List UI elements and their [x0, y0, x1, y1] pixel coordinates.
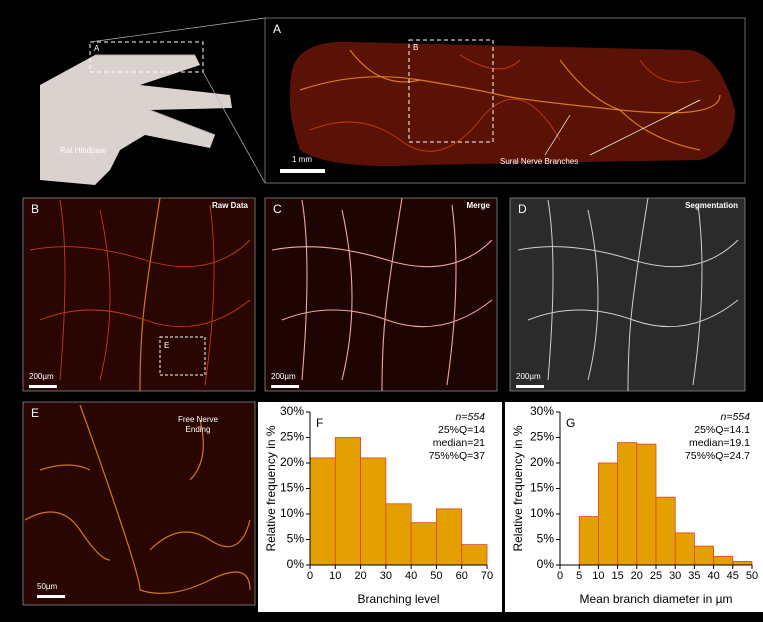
annotation: 75%%Q=37 — [429, 450, 485, 462]
bar — [335, 438, 360, 566]
panel-label: G — [566, 416, 575, 430]
annotation: 25%Q=14.1 — [694, 424, 750, 436]
y-tick-label: 25% — [280, 430, 304, 444]
panel-title: Raw Data — [212, 201, 249, 210]
figure: A Rat Hindpaw B A 1 mm Sural Nerve Branc… — [0, 0, 763, 622]
bar — [361, 458, 386, 565]
x-tick-label: 35 — [688, 570, 700, 582]
bar — [675, 533, 694, 565]
x-tick-label: 30 — [669, 570, 681, 582]
y-tick-label: 30% — [280, 404, 304, 418]
x-axis-label: Mean branch diameter in µm — [580, 592, 733, 606]
panel-label: F — [316, 416, 323, 430]
y-tick-label: 10% — [530, 506, 554, 520]
panel-title: Segmentation — [685, 201, 738, 210]
x-tick-label: 10 — [329, 570, 341, 582]
annotation: median=19.1 — [689, 437, 750, 449]
panel-label: E — [31, 406, 39, 420]
x-tick-label: 50 — [430, 570, 442, 582]
x-tick-label: 15 — [611, 570, 623, 582]
x-tick-label: 45 — [727, 570, 739, 582]
x-tick-label: 10 — [592, 570, 604, 582]
caption: Rat Hindpaw — [60, 146, 106, 155]
y-axis-label: Relative frequency in % — [264, 425, 278, 551]
x-axis-label: Branching level — [357, 592, 439, 606]
x-tick-label: 40 — [707, 570, 719, 582]
bar — [618, 443, 637, 565]
bar — [656, 497, 675, 565]
scale-bar-label: 1 mm — [292, 155, 312, 164]
y-axis-label: Relative frequency in % — [511, 425, 525, 551]
panel-title: Free Nerve — [178, 415, 219, 424]
x-tick-label: 60 — [456, 570, 468, 582]
y-tick-label: 20% — [530, 455, 554, 469]
panel-d: D Segmentation 200µm — [510, 198, 745, 391]
bar — [694, 546, 713, 565]
bar — [411, 523, 436, 565]
panel-label: A — [273, 22, 281, 36]
annotation: n=554 — [456, 411, 486, 423]
panel-a: B A 1 mm Sural Nerve Branches — [265, 18, 745, 183]
y-tick-label: 5% — [287, 532, 305, 546]
scale-bar-label: 200µm — [271, 372, 296, 381]
x-tick-label: 20 — [354, 570, 366, 582]
inset-label: E — [164, 341, 169, 350]
panel-e: E Free Nerve Ending 50µm — [23, 402, 255, 605]
panel-label: D — [518, 202, 527, 216]
inset-label: B — [413, 43, 418, 52]
annotation: 75%%Q=24.7 — [685, 450, 750, 462]
y-tick-label: 20% — [280, 455, 304, 469]
x-tick-label: 0 — [557, 570, 563, 582]
y-tick-label: 15% — [280, 481, 304, 495]
scale-bar-label: 200µm — [516, 372, 541, 381]
panel-title: Merge — [466, 201, 490, 210]
x-tick-label: 50 — [746, 570, 758, 582]
y-tick-label: 5% — [537, 532, 555, 546]
scale-bar-label: 50µm — [37, 582, 58, 591]
annotation: median=21 — [433, 437, 485, 449]
bar — [386, 504, 411, 565]
y-tick-label: 25% — [530, 430, 554, 444]
panel-label: C — [273, 202, 282, 216]
x-tick-label: 5 — [576, 570, 582, 582]
x-tick-label: 25 — [650, 570, 662, 582]
bar — [579, 517, 598, 565]
bar — [598, 463, 617, 565]
panel-b: E B Raw Data 200µm — [23, 198, 255, 391]
scale-bar-label: 200µm — [29, 372, 54, 381]
x-tick-label: 20 — [631, 570, 643, 582]
y-tick-label: 30% — [530, 404, 554, 418]
bar — [462, 545, 487, 565]
bar — [436, 509, 461, 565]
annotation: Sural Nerve Branches — [500, 157, 578, 166]
bar — [637, 444, 656, 565]
y-tick-label: 10% — [280, 506, 304, 520]
x-tick-label: 0 — [307, 570, 313, 582]
inset-label: A — [94, 44, 100, 53]
y-tick-label: 0% — [537, 557, 555, 571]
annotation: 25%Q=14 — [438, 424, 485, 436]
x-tick-label: 70 — [481, 570, 493, 582]
bar — [733, 561, 752, 565]
panel-label: B — [31, 202, 39, 216]
annotation: n=554 — [721, 411, 751, 423]
x-tick-label: 30 — [380, 570, 392, 582]
bar — [714, 556, 733, 565]
bar — [310, 458, 335, 565]
panel-c: C Merge 200µm — [265, 198, 497, 391]
panel-title: Ending — [186, 425, 211, 434]
x-tick-label: 40 — [405, 570, 417, 582]
y-tick-label: 15% — [530, 481, 554, 495]
y-tick-label: 0% — [287, 557, 305, 571]
